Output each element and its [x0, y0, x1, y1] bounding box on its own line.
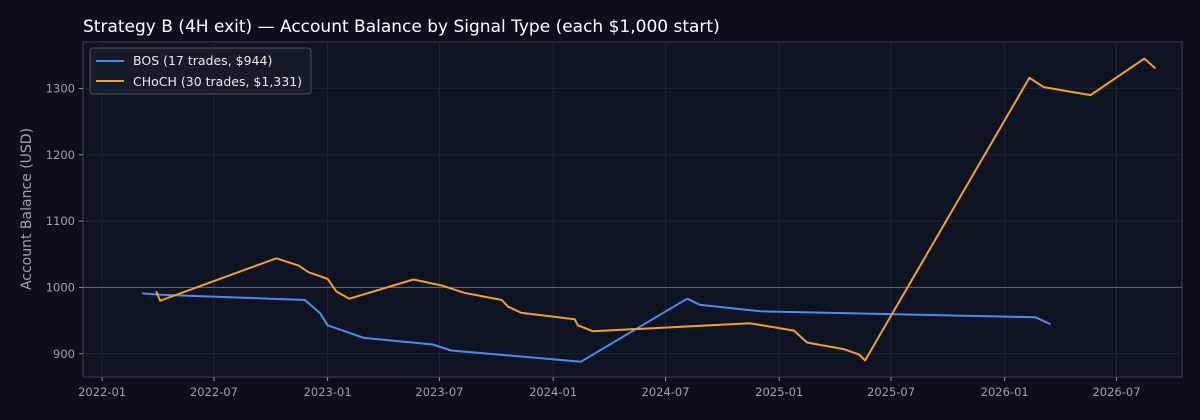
y-tick-label: 1100 [46, 214, 75, 228]
legend: BOS (17 trades, $944) CHoCH (30 trades, … [89, 47, 312, 95]
legend-label-choch: CHoCH (30 trades, $1,331) [133, 74, 302, 89]
series-line-choch [155, 57, 1156, 362]
x-tick-label: 2025-01 [755, 385, 803, 399]
series-line-bos [141, 292, 1051, 363]
legend-label-bos: BOS (17 trades, $944) [133, 53, 272, 68]
x-tick-label: 2023-01 [304, 385, 352, 399]
y-tick-label: 900 [53, 347, 75, 361]
x-tick-label: 2022-01 [78, 385, 126, 399]
x-tick-label: 2026-01 [981, 385, 1029, 399]
x-tick-label: 2026-07 [1092, 385, 1140, 399]
x-tick-label: 2022-07 [190, 385, 238, 399]
x-tick-label: 2024-01 [529, 385, 577, 399]
x-tick-label: 2025-07 [867, 385, 915, 399]
x-tick-label: 2024-07 [642, 385, 690, 399]
series-lines [141, 57, 1156, 363]
y-axis: 900 1000 1100 1200 1300 [46, 81, 83, 361]
chart-title: Strategy B (4H exit) — Account Balance b… [83, 17, 720, 37]
x-axis: 2022-01 2022-07 2023-01 2023-07 2024-01 2024-… [78, 377, 1141, 399]
y-tick-label: 1200 [46, 148, 75, 162]
y-tick-label: 1000 [46, 280, 75, 294]
y-tick-label: 1300 [46, 81, 75, 95]
y-axis-label: Account Balance (USD) [19, 128, 35, 290]
legend-box [89, 47, 312, 95]
x-tick-label: 2023-07 [415, 385, 463, 399]
plot-area [82, 41, 1183, 378]
